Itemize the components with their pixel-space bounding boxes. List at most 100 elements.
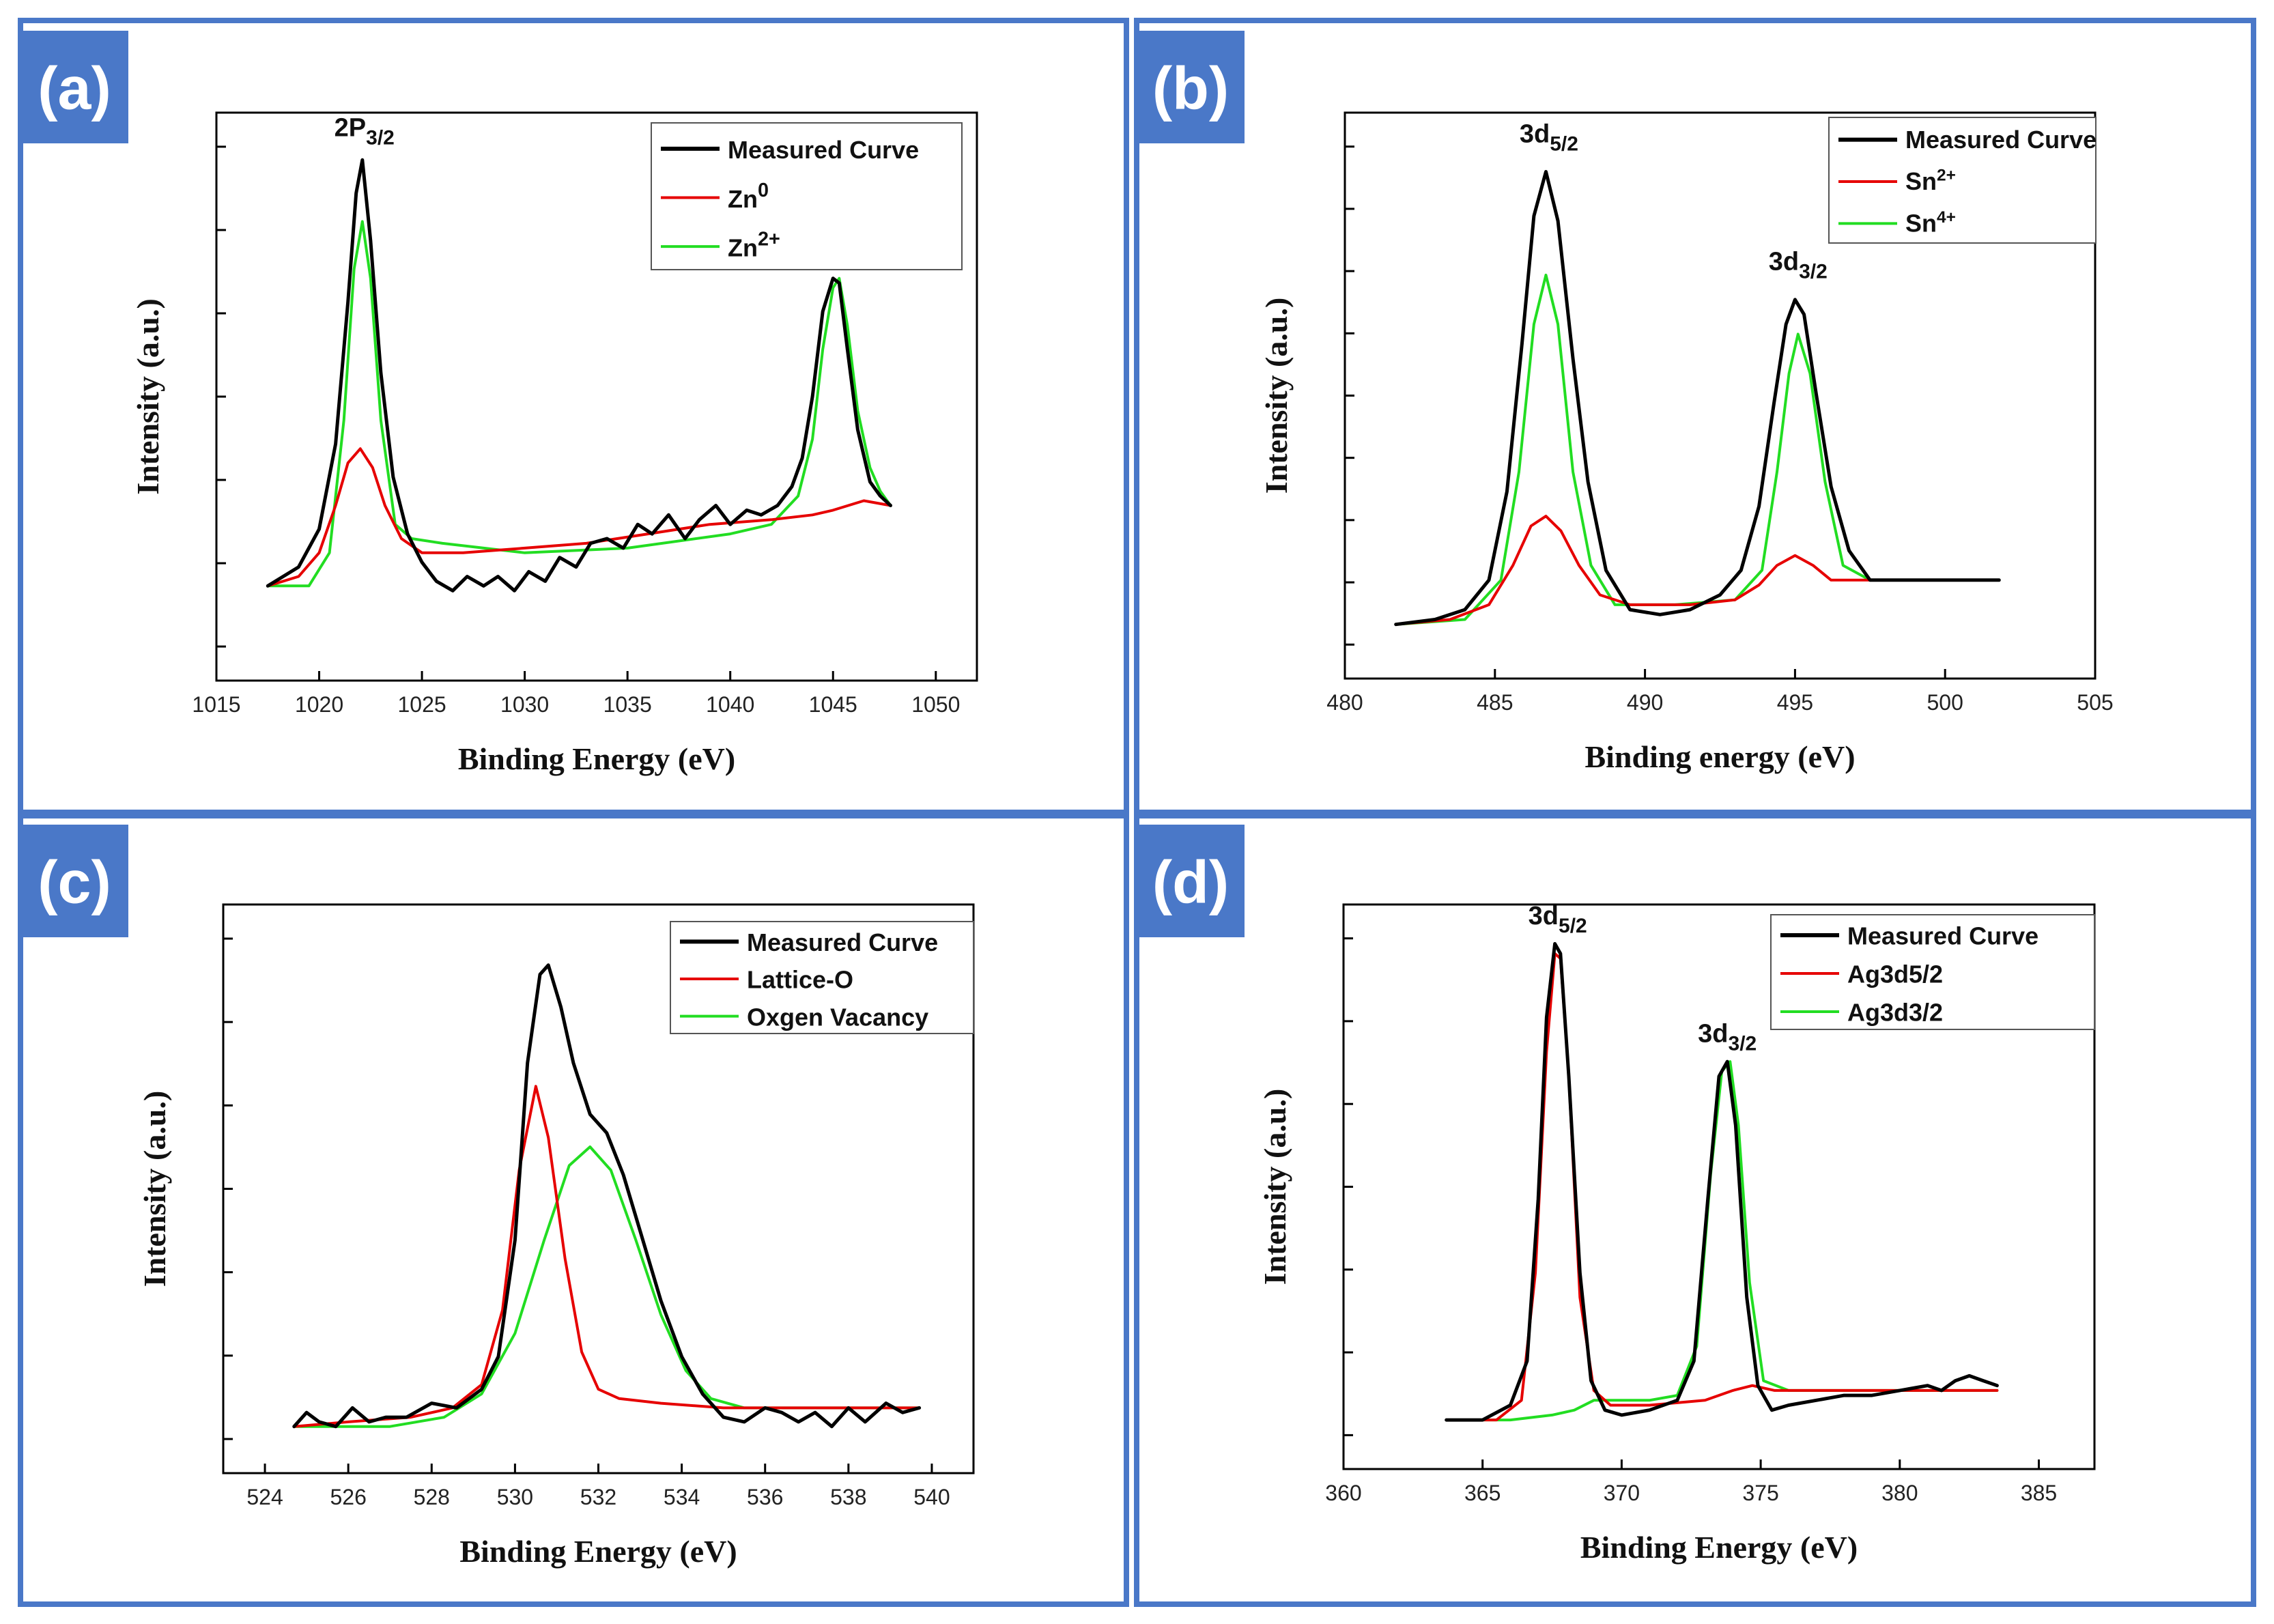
legend-label-main: Lattice-O: [747, 966, 853, 994]
legend-label: Oxgen Vacancy: [747, 1003, 928, 1031]
legend-label: Measured Curve: [1905, 126, 2097, 154]
peak-label: 2P3/2: [335, 114, 395, 149]
legend-label: Ag3d3/2: [1847, 999, 1943, 1027]
peak-label-main: 3d: [1529, 902, 1559, 930]
panel-frame: [18, 18, 1129, 815]
x-tick-label: 370: [1604, 1481, 1640, 1505]
panel-label-background: [1137, 31, 1245, 143]
x-tick-label: 536: [747, 1485, 783, 1509]
x-tick-label: 380: [1881, 1481, 1918, 1505]
peak-label: 3d5/2: [1529, 902, 1587, 937]
panel-label-background: [20, 825, 128, 937]
y-axis-title: Intensity (a.u.): [130, 298, 165, 495]
panel-a: (a) 1015 1020 1025 1030 1035 1040 1045 1050 Bindi…: [18, 18, 1129, 815]
x-tick-label: 480: [1326, 690, 1363, 715]
series-line-measured-curve: [1394, 170, 2001, 627]
x-tick-label: 538: [830, 1485, 866, 1509]
panel-c: (c) 524 526 528 530 532 534 536 538 540 Binding En…: [18, 813, 1129, 1607]
x-tick-label: 365: [1464, 1481, 1501, 1505]
series-line-measured-curve: [1445, 942, 1999, 1422]
x-tick-label: 1050: [911, 692, 960, 717]
x-tick-label: 375: [1742, 1481, 1778, 1505]
series-line-oxgen-vacancy: [292, 1145, 921, 1428]
peak-label-subscript: 3/2: [366, 127, 395, 149]
legend: Measured Curve Lattice-O Oxgen Vacancy: [670, 921, 974, 1034]
x-tick-label: 505: [2077, 690, 2113, 715]
panel-frame: [1134, 18, 2256, 815]
x-tick-label: 500: [1927, 690, 1963, 715]
x-tick-label: 524: [246, 1485, 283, 1509]
panels: (a) 1015 1020 1025 1030 1035 1040 1045 1050 Bindi…: [18, 18, 2256, 1607]
x-tick-label: 530: [497, 1485, 533, 1509]
legend-label-superscript: 4+: [1937, 208, 1956, 227]
legend-label-main: Measured Curve: [747, 928, 938, 956]
peak-label-subscript: 3/2: [1729, 1032, 1757, 1055]
legend-label-main: Sn: [1905, 210, 1937, 238]
legend-label-superscript: 2+: [1937, 167, 1956, 185]
legend-label: Lattice-O: [747, 966, 853, 994]
peak-label: 3d3/2: [1698, 1019, 1757, 1055]
legend-label-main: Measured Curve: [1905, 126, 2097, 154]
legend-label-main: Measured Curve: [1847, 922, 2038, 950]
legend-label-main: Sn: [1905, 167, 1937, 195]
panel-frame: [18, 813, 1129, 1607]
legend-label: Sn2+: [1905, 167, 1956, 196]
legend-label: Measured Curve: [1847, 922, 2038, 950]
peak-label: 3d5/2: [1520, 119, 1578, 155]
panel-label-background: [20, 31, 128, 143]
series-line-zn2-: [266, 220, 892, 588]
series-line-measured-curve: [266, 158, 892, 593]
x-tick-label: 534: [664, 1485, 700, 1509]
series-line-measured-curve: [292, 963, 922, 1429]
panel-label: (a): [38, 55, 111, 122]
x-axis-title: Binding Energy (eV): [458, 741, 735, 776]
x-axis-title: Binding Energy (eV): [1580, 1530, 1858, 1565]
x-tick-label: 1015: [192, 692, 240, 717]
x-tick-label: 1025: [397, 692, 446, 717]
x-tick-label: 1045: [809, 692, 857, 717]
legend-label: Measured Curve: [747, 928, 938, 956]
x-tick-label: 528: [414, 1485, 450, 1509]
legend-label: Sn4+: [1905, 208, 1956, 238]
peak-label-subscript: 5/2: [1559, 915, 1587, 937]
peak-label-main: 3d: [1520, 119, 1550, 148]
legend-label: Measured Curve: [728, 136, 919, 164]
x-tick-label: 1030: [500, 692, 549, 717]
x-tick-label: 360: [1325, 1481, 1361, 1505]
panel-label: (d): [1152, 849, 1229, 916]
y-axis-title: Intensity (a.u.): [1257, 1089, 1292, 1285]
x-tick-label: 1040: [706, 692, 754, 717]
series-line-lattice-o: [292, 1085, 921, 1428]
legend: Measured Curve Ag3d5/2 Ag3d3/2: [1770, 914, 2095, 1030]
panel-b: (b) 480 485 490 495 500 505 Binding energy (eV)…: [1134, 18, 2256, 815]
panel-frame: [1134, 813, 2256, 1607]
x-tick-label: 1020: [295, 692, 343, 717]
panel-label-background: [1137, 825, 1245, 937]
x-tick-label: 532: [580, 1485, 616, 1509]
x-axis-title: Binding Energy (eV): [459, 1534, 737, 1569]
legend-label-main: Zn: [728, 234, 758, 262]
peak-label: 3d3/2: [1769, 248, 1828, 283]
x-tick-label: 540: [913, 1485, 950, 1509]
x-tick-label: 1035: [603, 692, 652, 717]
series-line-sn2-: [1394, 515, 2001, 626]
panel-d: (d) 360 365 370 375 380 385 Binding Energy (eV)…: [1134, 813, 2256, 1607]
x-tick-label: 490: [1627, 690, 1663, 715]
x-tick-label: 385: [2021, 1481, 2057, 1505]
panel-label: (c): [38, 849, 111, 916]
panel-label: (b): [1152, 55, 1229, 122]
legend-label-main: Ag3d5/2: [1847, 960, 1943, 988]
legend-label-superscript: 0: [758, 180, 769, 201]
x-tick-label: 495: [1777, 690, 1813, 715]
legend-label-main: Zn: [728, 185, 758, 213]
series-line-zn0: [266, 447, 892, 588]
x-tick-label: 526: [330, 1485, 366, 1509]
peak-label-subscript: 5/2: [1550, 132, 1578, 155]
legend-label-main: Measured Curve: [728, 136, 919, 164]
peak-label-main: 2P: [335, 114, 366, 143]
peak-label-subscript: 3/2: [1799, 261, 1828, 283]
x-tick-label: 485: [1477, 690, 1513, 715]
